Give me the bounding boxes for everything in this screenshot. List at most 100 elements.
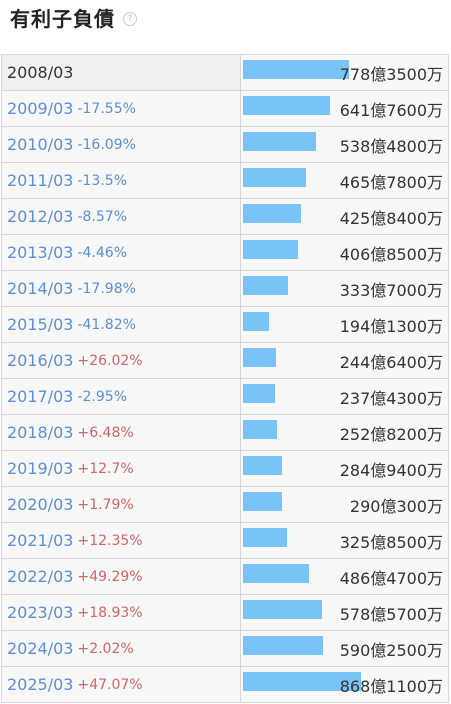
table-row: 2010/03 -16.09% 538億4800万 <box>2 127 448 163</box>
period-label: 2017/03 <box>7 387 74 406</box>
table-row: 2025/03 +47.07% 868億1100万 <box>2 667 448 703</box>
period-label: 2022/03 <box>7 567 74 586</box>
bar <box>243 240 298 259</box>
period-label: 2021/03 <box>7 531 74 550</box>
row-bar-cell: 237億4300万 <box>241 379 448 414</box>
period-label: 2009/03 <box>7 99 74 118</box>
table-row: 2024/03 +2.02% 590億2500万 <box>2 631 448 667</box>
value-label: 778億3500万 <box>339 64 443 84</box>
value-label: 425億8400万 <box>339 208 443 228</box>
row-label-cell: 2025/03 +47.07% <box>2 667 241 702</box>
table-row: 2008/03 778億3500万 <box>2 55 448 91</box>
period-label: 2025/03 <box>7 675 74 694</box>
value-label: 538億4800万 <box>339 136 443 156</box>
table-row: 2021/03 +12.35% 325億8500万 <box>2 523 448 559</box>
row-bar-cell: 590億2500万 <box>241 631 448 666</box>
row-bar-cell: 244億6400万 <box>241 343 448 378</box>
table-row: 2011/03 -13.5% 465億7800万 <box>2 163 448 199</box>
change-percent: +49.29% <box>77 568 143 585</box>
row-bar-cell: 425億8400万 <box>241 199 448 234</box>
row-label-cell: 2022/03 +49.29% <box>2 559 241 594</box>
table-row: 2023/03 +18.93% 578億5700万 <box>2 595 448 631</box>
period-label: 2024/03 <box>7 639 74 658</box>
row-bar-cell: 194億1300万 <box>241 307 448 342</box>
bar <box>243 312 269 331</box>
row-bar-cell: 538億4800万 <box>241 127 448 162</box>
table-row: 2015/03 -41.82% 194億1300万 <box>2 307 448 343</box>
table-row: 2013/03 -4.46% 406億8500万 <box>2 235 448 271</box>
row-bar-cell: 868億1100万 <box>241 667 448 702</box>
value-label: 590億2500万 <box>339 640 443 660</box>
bar <box>243 564 309 583</box>
value-label: 194億1300万 <box>339 316 443 336</box>
table-row: 2009/03 -17.55% 641億7600万 <box>2 91 448 127</box>
row-bar-cell: 465億7800万 <box>241 163 448 198</box>
bar <box>243 384 275 403</box>
row-bar-cell: 486億4700万 <box>241 559 448 594</box>
period-label: 2018/03 <box>7 423 74 442</box>
row-label-cell: 2016/03 +26.02% <box>2 343 241 378</box>
row-bar-cell: 333億7000万 <box>241 271 448 306</box>
period-label: 2015/03 <box>7 315 74 334</box>
row-label-cell: 2009/03 -17.55% <box>2 91 241 126</box>
row-bar-cell: 578億5700万 <box>241 595 448 630</box>
row-label-cell: 2013/03 -4.46% <box>2 235 241 270</box>
change-percent: -16.09% <box>77 136 136 153</box>
value-label: 325億8500万 <box>339 532 443 552</box>
change-percent: -13.5% <box>77 172 127 189</box>
row-bar-cell: 290億300万 <box>241 487 448 522</box>
bar <box>243 456 282 475</box>
chart-header: 有利子負債 ? <box>10 0 137 34</box>
bar <box>243 204 301 223</box>
change-percent: -41.82% <box>77 316 136 333</box>
bar <box>243 600 322 619</box>
period-label: 2014/03 <box>7 279 74 298</box>
table-row: 2012/03 -8.57% 425億8400万 <box>2 199 448 235</box>
row-label-cell: 2021/03 +12.35% <box>2 523 241 558</box>
period-label: 2010/03 <box>7 135 74 154</box>
bar <box>243 420 277 439</box>
bar <box>243 348 276 367</box>
value-label: 868億1100万 <box>339 676 443 696</box>
table-row: 2016/03 +26.02% 244億6400万 <box>2 343 448 379</box>
row-bar-cell: 406億8500万 <box>241 235 448 270</box>
period-label: 2023/03 <box>7 603 74 622</box>
row-label-cell: 2017/03 -2.95% <box>2 379 241 414</box>
table-row: 2019/03 +12.7% 284億9400万 <box>2 451 448 487</box>
row-label-cell: 2018/03 +6.48% <box>2 415 241 450</box>
bar <box>243 168 306 187</box>
value-label: 406億8500万 <box>339 244 443 264</box>
bar <box>243 672 361 691</box>
row-label-cell: 2015/03 -41.82% <box>2 307 241 342</box>
row-label-cell: 2019/03 +12.7% <box>2 451 241 486</box>
change-percent: +6.48% <box>77 424 134 441</box>
row-label-cell: 2010/03 -16.09% <box>2 127 241 162</box>
bar <box>243 276 288 295</box>
change-percent: +47.07% <box>77 676 143 693</box>
table-row: 2020/03 +1.79% 290億300万 <box>2 487 448 523</box>
table-row: 2017/03 -2.95% 237億4300万 <box>2 379 448 415</box>
row-bar-cell: 641億7600万 <box>241 91 448 126</box>
bar <box>243 528 287 547</box>
change-percent: +18.93% <box>77 604 143 621</box>
bar <box>243 96 330 115</box>
change-percent: -2.95% <box>77 388 127 405</box>
row-label-cell: 2011/03 -13.5% <box>2 163 241 198</box>
bar <box>243 492 282 511</box>
value-label: 290億300万 <box>349 496 443 516</box>
row-bar-cell: 284億9400万 <box>241 451 448 486</box>
value-label: 333億7000万 <box>339 280 443 300</box>
value-label: 252億8200万 <box>339 424 443 444</box>
change-percent: +12.7% <box>77 460 134 477</box>
value-label: 237億4300万 <box>339 388 443 408</box>
change-percent: +12.35% <box>77 532 143 549</box>
row-label-cell: 2024/03 +2.02% <box>2 631 241 666</box>
period-label: 2019/03 <box>7 459 74 478</box>
row-bar-cell: 252億8200万 <box>241 415 448 450</box>
change-percent: -17.55% <box>77 100 136 117</box>
question-circle-icon[interactable]: ? <box>123 12 137 26</box>
table-row: 2022/03 +49.29% 486億4700万 <box>2 559 448 595</box>
value-label: 284億9400万 <box>339 460 443 480</box>
change-percent: -17.98% <box>77 280 136 297</box>
row-label-cell: 2020/03 +1.79% <box>2 487 241 522</box>
